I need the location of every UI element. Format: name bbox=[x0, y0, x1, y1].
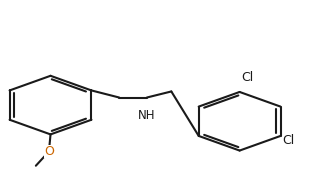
Text: Cl: Cl bbox=[241, 71, 254, 84]
Text: NH: NH bbox=[138, 109, 156, 122]
Text: O: O bbox=[45, 145, 54, 158]
Text: O: O bbox=[32, 167, 40, 177]
Text: O: O bbox=[24, 161, 33, 171]
Text: O: O bbox=[22, 161, 31, 171]
Text: O: O bbox=[44, 145, 54, 158]
Text: Cl: Cl bbox=[282, 134, 294, 147]
